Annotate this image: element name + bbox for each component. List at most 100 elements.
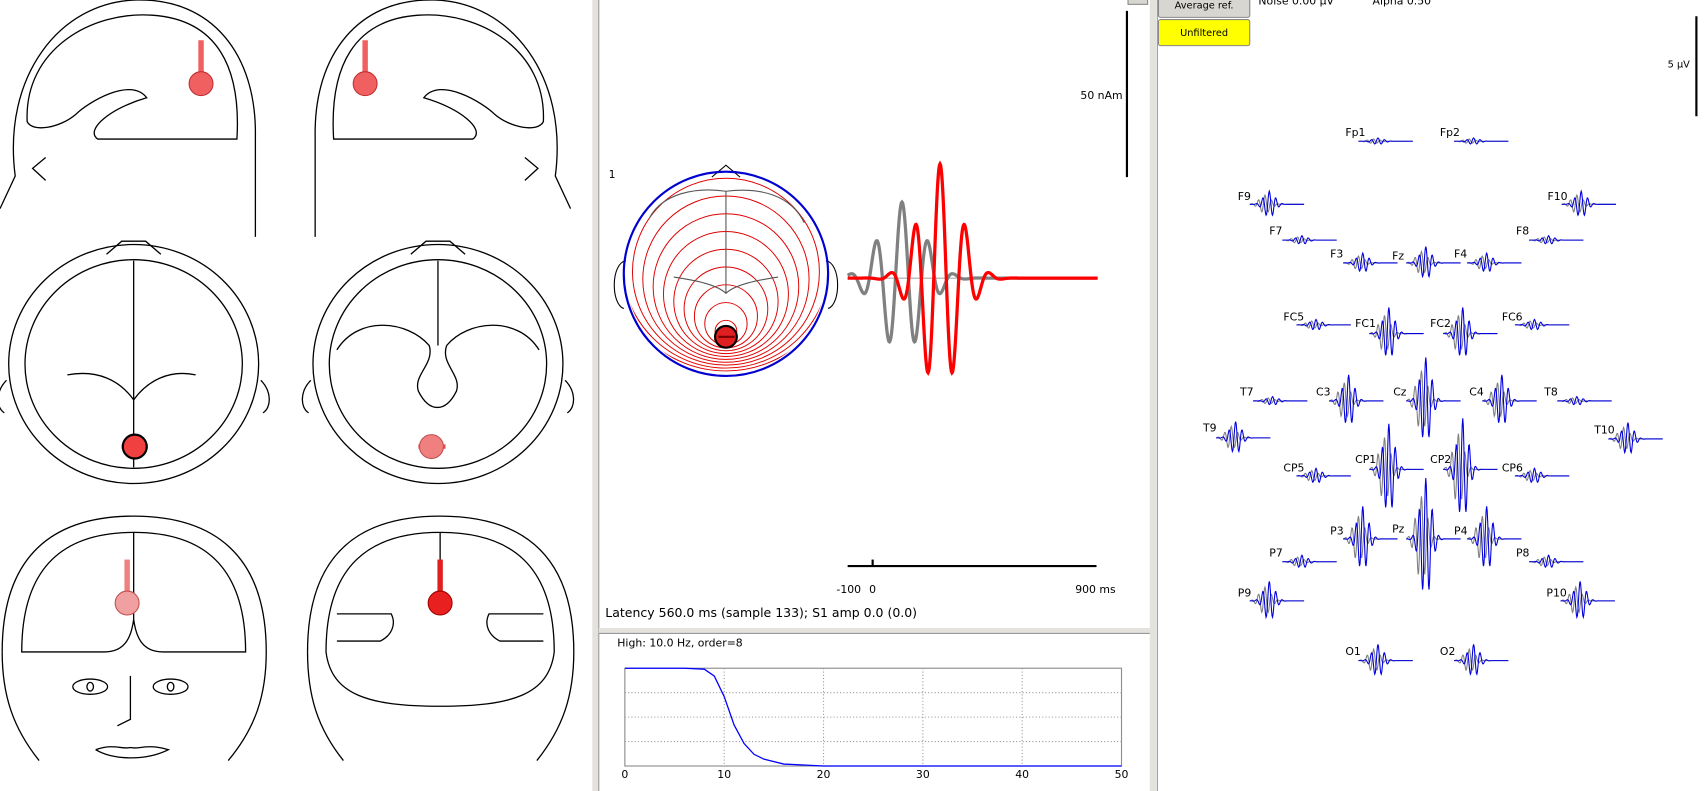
time-label: -100 <box>836 583 861 596</box>
sensor-trace <box>1443 307 1498 356</box>
sensor-trace <box>1343 251 1398 273</box>
electrode-label: CP6 <box>1502 462 1523 475</box>
sensor-trace <box>1249 189 1305 217</box>
unfiltered-button[interactable] <box>1157 19 1251 47</box>
electrode-label: CP1 <box>1355 453 1376 466</box>
sensor-trace <box>1343 506 1398 567</box>
sensor-trace <box>1482 374 1537 423</box>
sensor-trace <box>1454 137 1509 145</box>
x-tick-label: 20 <box>817 768 831 781</box>
contour-line <box>625 173 826 369</box>
button-label: Average ref. <box>1175 1 1234 12</box>
splitter[interactable] <box>1149 0 1157 791</box>
head-coronal-left <box>1 515 267 761</box>
electrode-label: F9 <box>1238 190 1251 203</box>
dipole <box>121 433 148 460</box>
electrode-label: P4 <box>1454 525 1468 538</box>
splitter[interactable] <box>598 628 1150 634</box>
sensor-trace <box>1560 581 1615 620</box>
sensor-trace <box>1406 357 1461 438</box>
electrode-label: T8 <box>1543 386 1558 399</box>
electrode-label: C3 <box>1316 386 1331 399</box>
sensor-trace <box>1514 318 1570 331</box>
filter-title: High: 10.0 Hz, order=8 <box>617 636 743 649</box>
sensor-trace <box>1467 251 1522 273</box>
electrode-label: FC2 <box>1430 317 1451 330</box>
electrode-label: FC6 <box>1502 311 1523 324</box>
electrode-label: FC5 <box>1283 311 1304 324</box>
electrode-label: Cz <box>1393 386 1407 399</box>
sensor-trace <box>1454 644 1509 676</box>
electrode-label: F4 <box>1454 248 1467 261</box>
waveform-red <box>847 160 1098 376</box>
sensor-trace <box>1296 318 1351 331</box>
head-outline <box>622 170 830 378</box>
head-axial-left <box>0 240 270 485</box>
sensor-trace <box>1529 554 1584 569</box>
x-tick-label: 50 <box>1115 768 1129 781</box>
scroll-button[interactable] <box>1127 0 1149 5</box>
x-tick-label: 40 <box>1015 768 1029 781</box>
electrode-label: Fp2 <box>1440 126 1460 139</box>
sensor-trace <box>1358 137 1413 145</box>
sensor-trace <box>1249 581 1305 620</box>
dipole <box>352 71 378 97</box>
electrode-label: Pz <box>1392 522 1405 535</box>
sensor-trace <box>1253 395 1308 406</box>
electrode-label: CP2 <box>1430 453 1451 466</box>
electrode-label: T7 <box>1239 386 1254 399</box>
noise-label: Noise 0.00 µV <box>1258 0 1334 7</box>
head-sagittal-left <box>0 0 257 237</box>
electrode-label: P7 <box>1269 546 1282 559</box>
sensor-trace <box>1443 418 1498 512</box>
sensor-trace <box>1561 189 1616 217</box>
time-label: 0 <box>869 583 876 596</box>
dipole <box>418 434 444 460</box>
scale-label: 50 nAm <box>1080 89 1122 102</box>
sensor-trace <box>1216 421 1271 454</box>
brain-outline <box>649 189 805 295</box>
electrode-label: P3 <box>1330 525 1344 538</box>
electrode-label: F8 <box>1516 225 1529 238</box>
average-ref-button[interactable] <box>1157 0 1251 18</box>
status-text: Latency 560.0 ms (sample 133); S1 amp 0.… <box>605 605 917 620</box>
electrode-label: CP5 <box>1283 462 1304 475</box>
sensor-trace <box>1557 395 1612 406</box>
electrode-label: F10 <box>1548 190 1568 203</box>
sensor-trace <box>1406 246 1461 279</box>
alpha-label: Alpha 0.50 <box>1373 0 1432 7</box>
sensor-trace <box>1514 467 1570 484</box>
sensor-trace <box>1358 644 1413 676</box>
electrode-label: Fp1 <box>1345 126 1365 139</box>
time-label: 900 ms <box>1075 583 1116 596</box>
x-tick-label: 10 <box>717 768 731 781</box>
dipole <box>188 71 214 97</box>
trace-index: 1 <box>609 168 616 181</box>
electrode-label: O1 <box>1345 645 1360 658</box>
electrode-label: F3 <box>1330 248 1343 261</box>
electrode-label: O2 <box>1440 645 1455 658</box>
electrode-label: T9 <box>1202 421 1217 434</box>
sensor-trace <box>1406 478 1461 590</box>
contour-line <box>625 173 826 372</box>
sensor-trace <box>1466 506 1522 567</box>
electrode-label: P9 <box>1238 587 1252 600</box>
splitter[interactable] <box>592 0 599 791</box>
electrode-label: Fz <box>1392 250 1404 263</box>
sensor-trace <box>1369 307 1424 356</box>
button-label: Unfiltered <box>1180 28 1228 39</box>
x-tick-label: 0 <box>621 768 628 781</box>
filter-response <box>624 667 1122 767</box>
x-tick-label: 30 <box>916 768 930 781</box>
electrode-label: F7 <box>1269 225 1282 238</box>
electrode-label: FC1 <box>1355 317 1376 330</box>
sensor-trace <box>1282 234 1337 245</box>
sensor-trace <box>1369 423 1424 508</box>
electrode-label: P8 <box>1516 546 1530 559</box>
head-axial-right <box>301 240 575 485</box>
sensor-layout: Fp1 Fp2 F9 F10 F7 F8 F3 Fz F4 FC5 FC1 FC2 FC6 T7 C3 Cz C… <box>1202 126 1663 676</box>
topomap <box>613 164 839 378</box>
filter-plot: 0 10 20 30 40 50 <box>621 667 1129 781</box>
